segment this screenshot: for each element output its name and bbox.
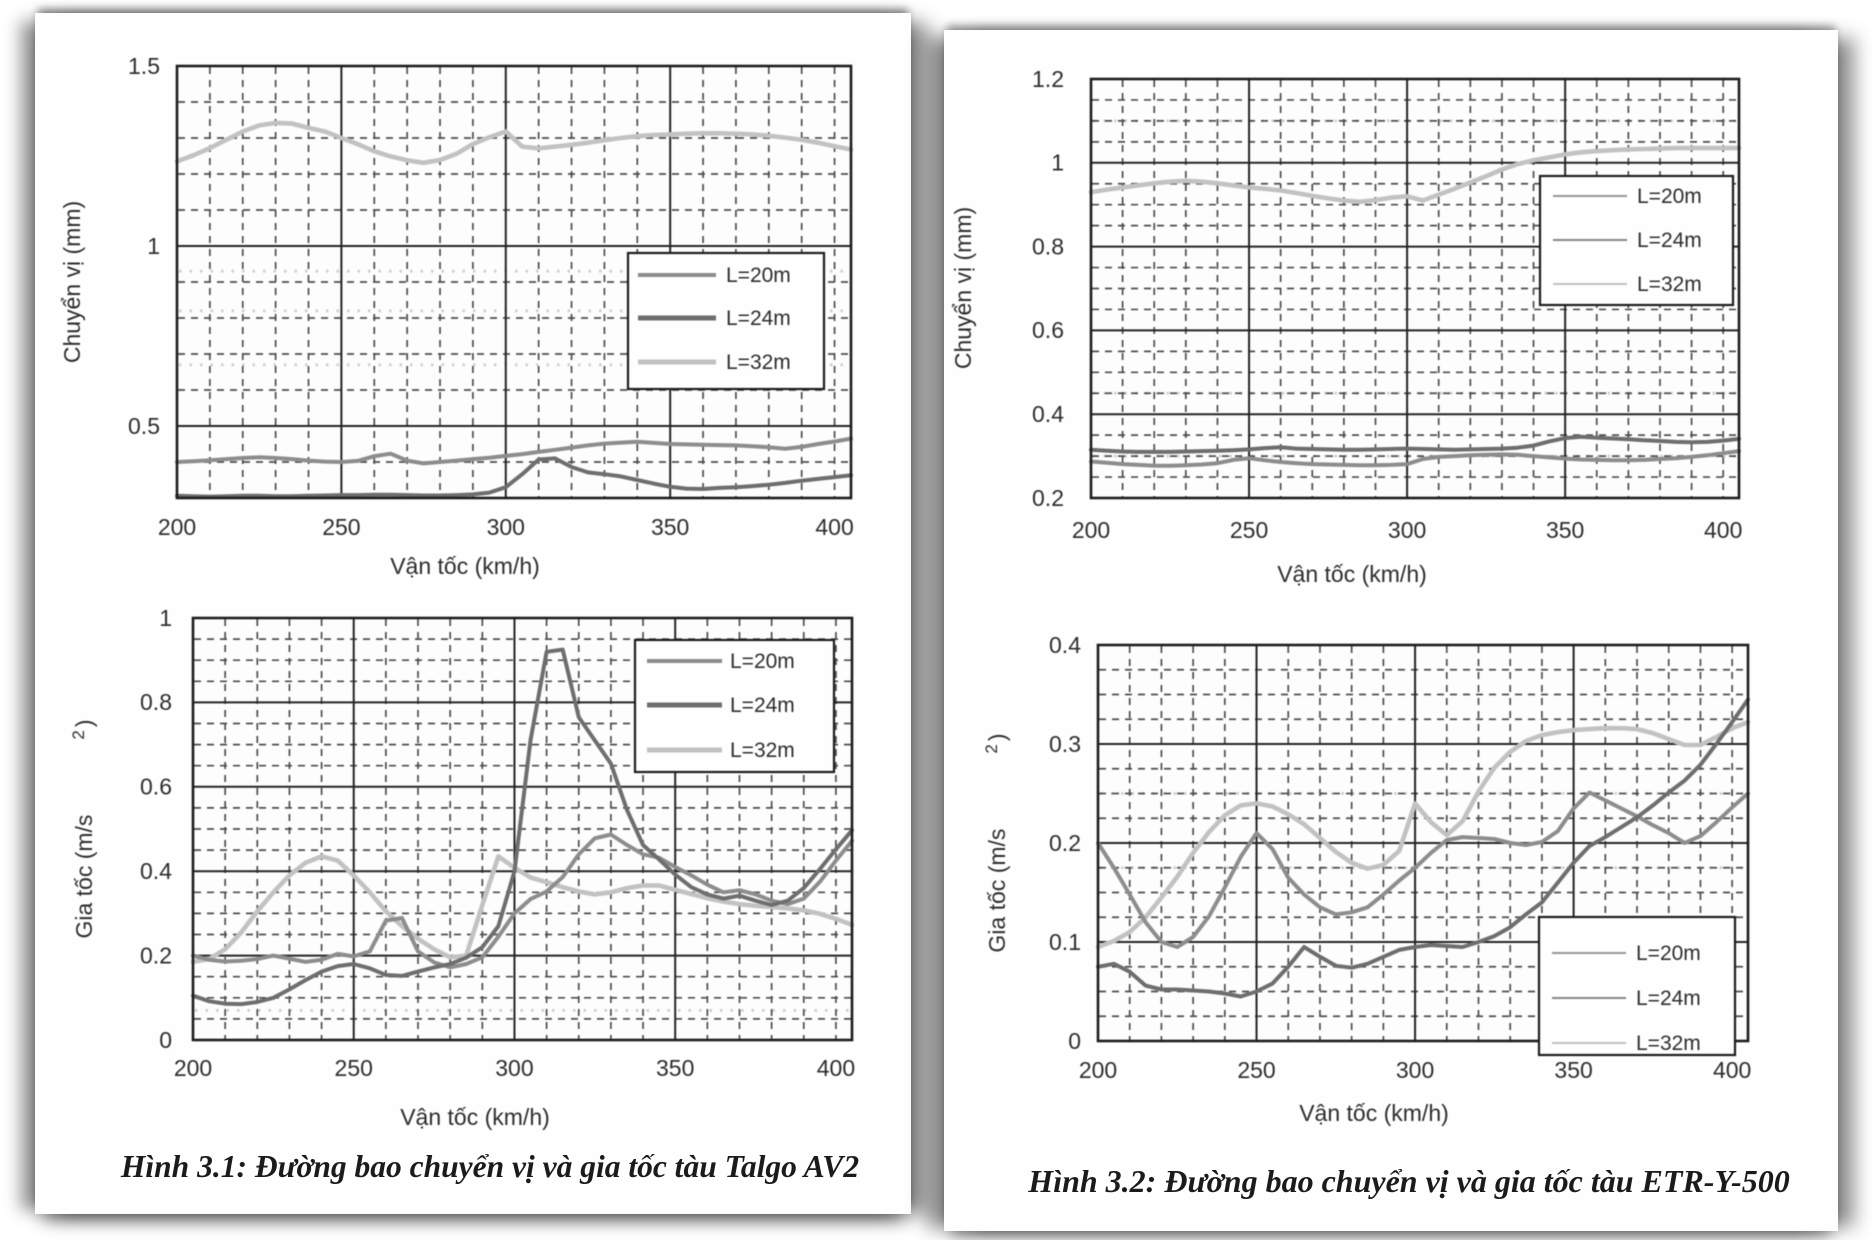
series-line-L=20m xyxy=(191,832,854,970)
y-axis-title: Gia tốc (m/s2) xyxy=(982,733,1010,952)
x-tick-label: 200 xyxy=(1072,517,1110,543)
x-tick-label: 350 xyxy=(651,514,689,540)
x-tick-label: 350 xyxy=(1546,517,1584,543)
y-tick-label: 1 xyxy=(159,605,172,631)
x-tick-label: 400 xyxy=(817,1055,855,1081)
x-tick-label: 350 xyxy=(1554,1057,1592,1083)
y-tick-label: 1 xyxy=(147,233,160,259)
x-tick-labels: 200 250 300 350 400 xyxy=(1072,517,1743,543)
x-tick-label: 300 xyxy=(495,1055,533,1081)
x-axis-title: Vận tốc (km/h) xyxy=(390,553,540,579)
x-tick-label: 400 xyxy=(1713,1057,1751,1083)
y-tick-label: 0.8 xyxy=(140,689,172,715)
y-tick-labels: 0 0.1 0.2 0.3 0.4 xyxy=(1049,632,1081,1054)
x-tick-label: 300 xyxy=(487,514,525,540)
legend-label-L=32m: L=32m xyxy=(1636,1032,1701,1055)
y-tick-labels: 0 0.2 0.4 0.6 0.8 1 xyxy=(140,605,172,1053)
x-tick-labels: 200 250 300 350 400 xyxy=(174,1055,855,1081)
y-tick-label: 0.2 xyxy=(1032,485,1064,511)
series-line-L=24m xyxy=(175,456,853,499)
y-tick-labels: 0.2 0.4 0.6 0.8 1 1.2 xyxy=(1032,66,1064,511)
figure-3-2-caption: Hình 3.2: Đường bao chuyển vị và gia tốc… xyxy=(1028,1163,1790,1199)
y-tick-label: 1 xyxy=(1051,150,1064,176)
legend-label-L=24m: L=24m xyxy=(1636,987,1701,1010)
y-tick-label: 0.5 xyxy=(128,413,160,439)
x-tick-label: 250 xyxy=(1237,1057,1275,1083)
plot-border xyxy=(1089,77,1741,500)
x-tick-label: 200 xyxy=(158,514,196,540)
x-tick-label: 350 xyxy=(656,1055,694,1081)
x-tick-label: 200 xyxy=(174,1055,212,1081)
legend: L=20m L=24m L=32m xyxy=(633,638,836,774)
legend-label-L=20m: L=20m xyxy=(1637,185,1702,208)
legend-label-L=20m: L=20m xyxy=(1636,942,1701,965)
series-line-L=24m xyxy=(1096,697,1750,999)
x-tick-label: 400 xyxy=(815,514,853,540)
x-axis-title: Vận tốc (km/h) xyxy=(400,1104,550,1130)
y-tick-label: 0 xyxy=(1068,1028,1081,1054)
series-line-L=20m xyxy=(175,436,853,466)
series-line-L=32m xyxy=(174,120,854,166)
y-tick-label: 0.2 xyxy=(1049,830,1081,856)
x-tick-label: 250 xyxy=(335,1055,373,1081)
legend-label-L=32m: L=32m xyxy=(726,351,791,374)
series-line-L=32m xyxy=(1095,719,1751,950)
plot-border xyxy=(1096,643,1750,1043)
x-tick-labels: 200 250 300 350 400 xyxy=(1079,1057,1752,1083)
legend: L=20m L=24m L=32m xyxy=(626,251,826,391)
chart-talgo-displacement: 0.5 1 1.5 200 250 300 350 400 Vận tốc (km/h) Chuy… xyxy=(59,53,854,579)
x-tick-label: 300 xyxy=(1388,517,1426,543)
legend-label-L=32m: L=32m xyxy=(1637,273,1702,296)
legend: L=20m L=24m L=32m xyxy=(1537,915,1737,1057)
legend-label-L=20m: L=20m xyxy=(726,264,791,287)
plot-border xyxy=(191,616,854,1042)
x-tick-label: 250 xyxy=(1230,517,1268,543)
y-axis-title: Chuyển vị (mm) xyxy=(59,201,85,363)
figure-3-1-caption: Hình 3.1: Đường bao chuyển vị và gia tốc… xyxy=(120,1149,860,1184)
y-axis-title: Gia tốc (m/s2) xyxy=(69,719,97,938)
y-tick-label: 0.1 xyxy=(1049,929,1081,955)
y-tick-label: 0.4 xyxy=(140,858,172,884)
legend-label-L=24m: L=24m xyxy=(726,307,791,330)
legend-label-L=24m: L=24m xyxy=(730,694,795,717)
chart-etr-displacement: 0.2 0.4 0.6 0.8 1 1.2 200 250 300 350 400 Vận tốc (… xyxy=(950,66,1742,587)
y-tick-label: 0.4 xyxy=(1049,632,1081,658)
legend-label-L=24m: L=24m xyxy=(1637,229,1702,252)
legend-box xyxy=(1537,915,1737,1057)
x-tick-label: 400 xyxy=(1704,517,1742,543)
y-tick-label: 0.4 xyxy=(1032,401,1064,427)
x-tick-label: 300 xyxy=(1396,1057,1434,1083)
y-axis-title: Chuyển vị (mm) xyxy=(950,207,976,369)
series-line-L=24m xyxy=(1089,434,1741,454)
y-tick-labels: 0.5 1 1.5 xyxy=(128,53,160,439)
plot-border xyxy=(175,64,853,500)
y-tick-label: 0 xyxy=(159,1027,172,1053)
chart-talgo-acceleration: 0 0.2 0.4 0.6 0.8 1 200 250 300 350 400 Vận tốc (km… xyxy=(69,605,855,1130)
y-tick-label: 0.2 xyxy=(140,942,172,968)
legend-label-L=20m: L=20m xyxy=(730,650,795,673)
y-tick-label: 1.5 xyxy=(128,53,160,79)
y-tick-label: 1.2 xyxy=(1032,66,1064,92)
series-line-L=24m xyxy=(191,647,854,1007)
legend: L=20m L=24m L=32m xyxy=(1538,174,1735,307)
series-line-L=20m xyxy=(1089,449,1741,468)
x-axis-title: Vận tốc (km/h) xyxy=(1299,1100,1449,1126)
x-axis-title: Vận tốc (km/h) xyxy=(1277,561,1427,587)
x-tick-label: 250 xyxy=(322,514,360,540)
chart-etr-acceleration: 0 0.1 0.2 0.3 0.4 200 250 300 350 400 Vận tốc (km/… xyxy=(982,632,1751,1126)
y-tick-label: 0.6 xyxy=(1032,317,1064,343)
y-tick-label: 0.6 xyxy=(140,774,172,800)
x-tick-labels: 200 250 300 350 400 xyxy=(158,514,854,540)
legend-label-L=32m: L=32m xyxy=(730,739,795,762)
x-tick-label: 200 xyxy=(1079,1057,1117,1083)
series-line-L=32m xyxy=(1088,145,1742,205)
y-tick-label: 0.3 xyxy=(1049,731,1081,757)
series-line-L=32m xyxy=(190,854,855,965)
y-tick-label: 0.8 xyxy=(1032,233,1064,259)
